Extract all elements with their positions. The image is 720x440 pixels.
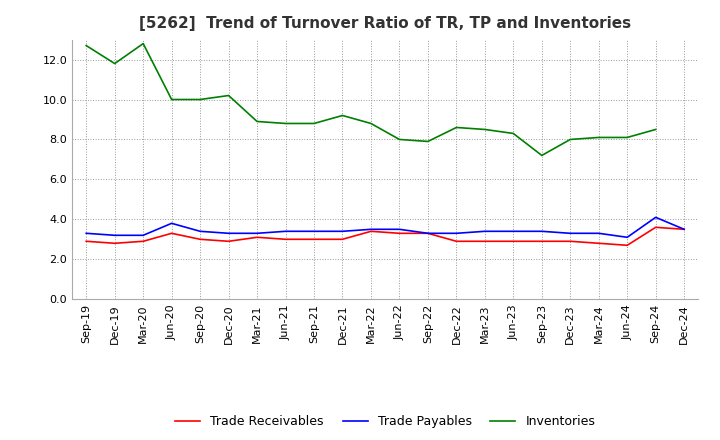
Trade Payables	[623, 235, 631, 240]
Inventories	[366, 121, 375, 126]
Trade Payables	[366, 227, 375, 232]
Inventories	[537, 153, 546, 158]
Inventories	[253, 119, 261, 124]
Trade Payables	[196, 229, 204, 234]
Trade Receivables	[566, 238, 575, 244]
Trade Payables	[452, 231, 461, 236]
Inventories	[225, 93, 233, 98]
Trade Receivables	[253, 235, 261, 240]
Trade Receivables	[310, 237, 318, 242]
Trade Payables	[680, 227, 688, 232]
Inventories	[395, 137, 404, 142]
Title: [5262]  Trend of Turnover Ratio of TR, TP and Inventories: [5262] Trend of Turnover Ratio of TR, TP…	[139, 16, 631, 32]
Trade Receivables	[595, 241, 603, 246]
Inventories	[509, 131, 518, 136]
Trade Payables	[139, 233, 148, 238]
Trade Payables	[595, 231, 603, 236]
Inventories	[423, 139, 432, 144]
Trade Receivables	[395, 231, 404, 236]
Trade Receivables	[282, 237, 290, 242]
Line: Trade Receivables: Trade Receivables	[86, 227, 684, 245]
Trade Payables	[423, 231, 432, 236]
Inventories	[652, 127, 660, 132]
Trade Receivables	[196, 237, 204, 242]
Trade Payables	[566, 231, 575, 236]
Trade Payables	[480, 229, 489, 234]
Trade Receivables	[480, 238, 489, 244]
Trade Payables	[110, 233, 119, 238]
Trade Receivables	[110, 241, 119, 246]
Trade Receivables	[623, 242, 631, 248]
Inventories	[310, 121, 318, 126]
Trade Receivables	[167, 231, 176, 236]
Trade Payables	[338, 229, 347, 234]
Line: Inventories: Inventories	[86, 44, 656, 155]
Trade Receivables	[139, 238, 148, 244]
Trade Payables	[310, 229, 318, 234]
Inventories	[139, 41, 148, 46]
Inventories	[338, 113, 347, 118]
Inventories	[196, 97, 204, 102]
Inventories	[623, 135, 631, 140]
Trade Payables	[537, 229, 546, 234]
Trade Receivables	[82, 238, 91, 244]
Trade Receivables	[680, 227, 688, 232]
Inventories	[452, 125, 461, 130]
Trade Receivables	[652, 225, 660, 230]
Inventories	[480, 127, 489, 132]
Trade Payables	[395, 227, 404, 232]
Trade Receivables	[509, 238, 518, 244]
Trade Receivables	[452, 238, 461, 244]
Inventories	[82, 43, 91, 48]
Trade Receivables	[366, 229, 375, 234]
Line: Trade Payables: Trade Payables	[86, 217, 684, 237]
Trade Payables	[225, 231, 233, 236]
Trade Payables	[652, 215, 660, 220]
Legend: Trade Receivables, Trade Payables, Inventories: Trade Receivables, Trade Payables, Inven…	[175, 415, 595, 428]
Trade Payables	[509, 229, 518, 234]
Trade Receivables	[338, 237, 347, 242]
Trade Receivables	[537, 238, 546, 244]
Inventories	[110, 61, 119, 66]
Trade Payables	[167, 221, 176, 226]
Trade Receivables	[225, 238, 233, 244]
Trade Receivables	[423, 231, 432, 236]
Inventories	[595, 135, 603, 140]
Inventories	[566, 137, 575, 142]
Inventories	[167, 97, 176, 102]
Trade Payables	[282, 229, 290, 234]
Trade Payables	[82, 231, 91, 236]
Trade Payables	[253, 231, 261, 236]
Inventories	[282, 121, 290, 126]
